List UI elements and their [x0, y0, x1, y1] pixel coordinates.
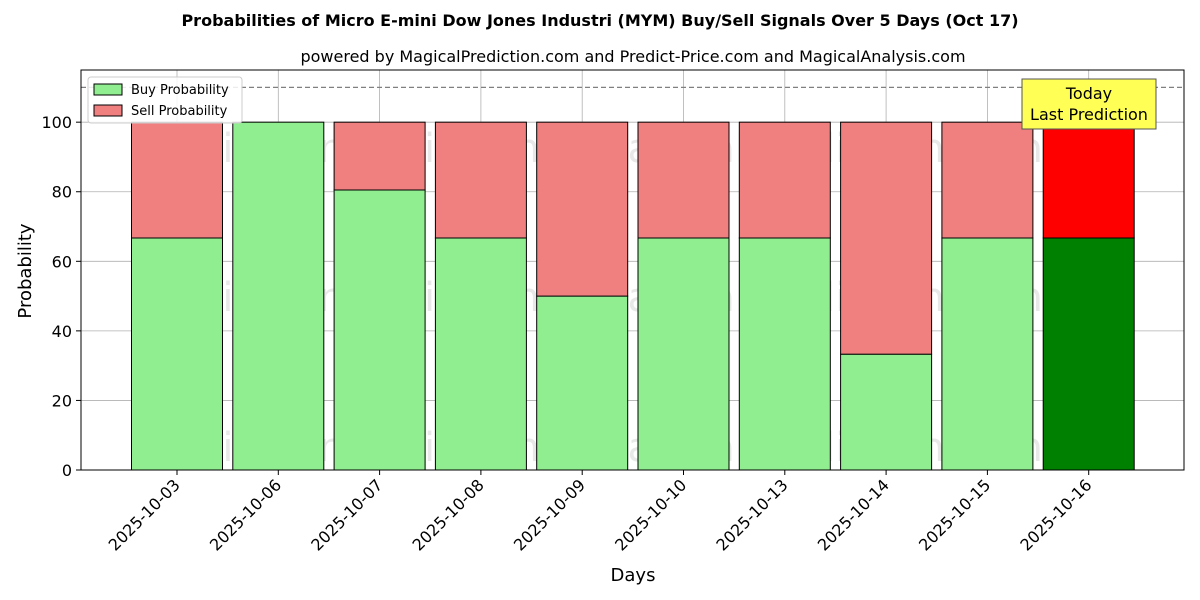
- annotation-line2: Last Prediction: [1030, 105, 1148, 124]
- buy-bar: [1042, 237, 1135, 471]
- legend-swatch: [93, 83, 123, 96]
- buy-bar: [232, 121, 325, 471]
- annotation-line1: Today: [1065, 84, 1112, 103]
- x-axis-label: Days: [611, 565, 656, 586]
- sell-bar: [1042, 121, 1135, 239]
- sell-bar: [131, 121, 223, 239]
- y-tick-label: 20: [52, 391, 72, 410]
- legend-frame: [87, 76, 243, 124]
- y-tick-label: 40: [52, 322, 72, 341]
- sell-bar: [840, 121, 933, 355]
- y-axis-label: Probability: [15, 223, 36, 318]
- buy-bar: [637, 237, 730, 471]
- y-tick-label: 100: [41, 113, 72, 132]
- legend-label: Sell Probability: [131, 104, 228, 119]
- sell-bar: [333, 121, 426, 191]
- legend-swatch: [93, 104, 123, 117]
- y-tick-label: 60: [52, 252, 72, 271]
- sell-bar: [738, 121, 831, 239]
- buy-bar: [738, 237, 831, 471]
- y-axis: 0 20 40 60 80 100: [41, 113, 81, 480]
- legend: Buy Probability Sell Probability: [87, 76, 243, 124]
- legend-label: Buy Probability: [131, 83, 229, 98]
- buy-bar: [434, 237, 527, 471]
- chart-title: Probabilities of Micro E-mini Dow Jones …: [181, 11, 1018, 30]
- sell-bar: [637, 121, 730, 239]
- annotation-box: Today Last Prediction: [1021, 78, 1157, 130]
- annotation-background: [1021, 78, 1157, 130]
- buy-bar: [941, 237, 1034, 471]
- buy-bar: [333, 189, 426, 471]
- y-tick-label: 80: [52, 183, 72, 202]
- buy-bar: [536, 295, 629, 471]
- sell-bar: [941, 121, 1034, 239]
- buy-bar: [131, 237, 223, 471]
- y-tick-label: 0: [62, 461, 72, 480]
- chart-subtitle: powered by MagicalPrediction.com and Pre…: [300, 47, 965, 66]
- sell-bar: [536, 121, 629, 297]
- plot-area-frame: [80, 69, 1185, 471]
- sell-bar: [434, 121, 527, 239]
- bars: [131, 121, 1135, 471]
- buy-bar: [840, 353, 933, 471]
